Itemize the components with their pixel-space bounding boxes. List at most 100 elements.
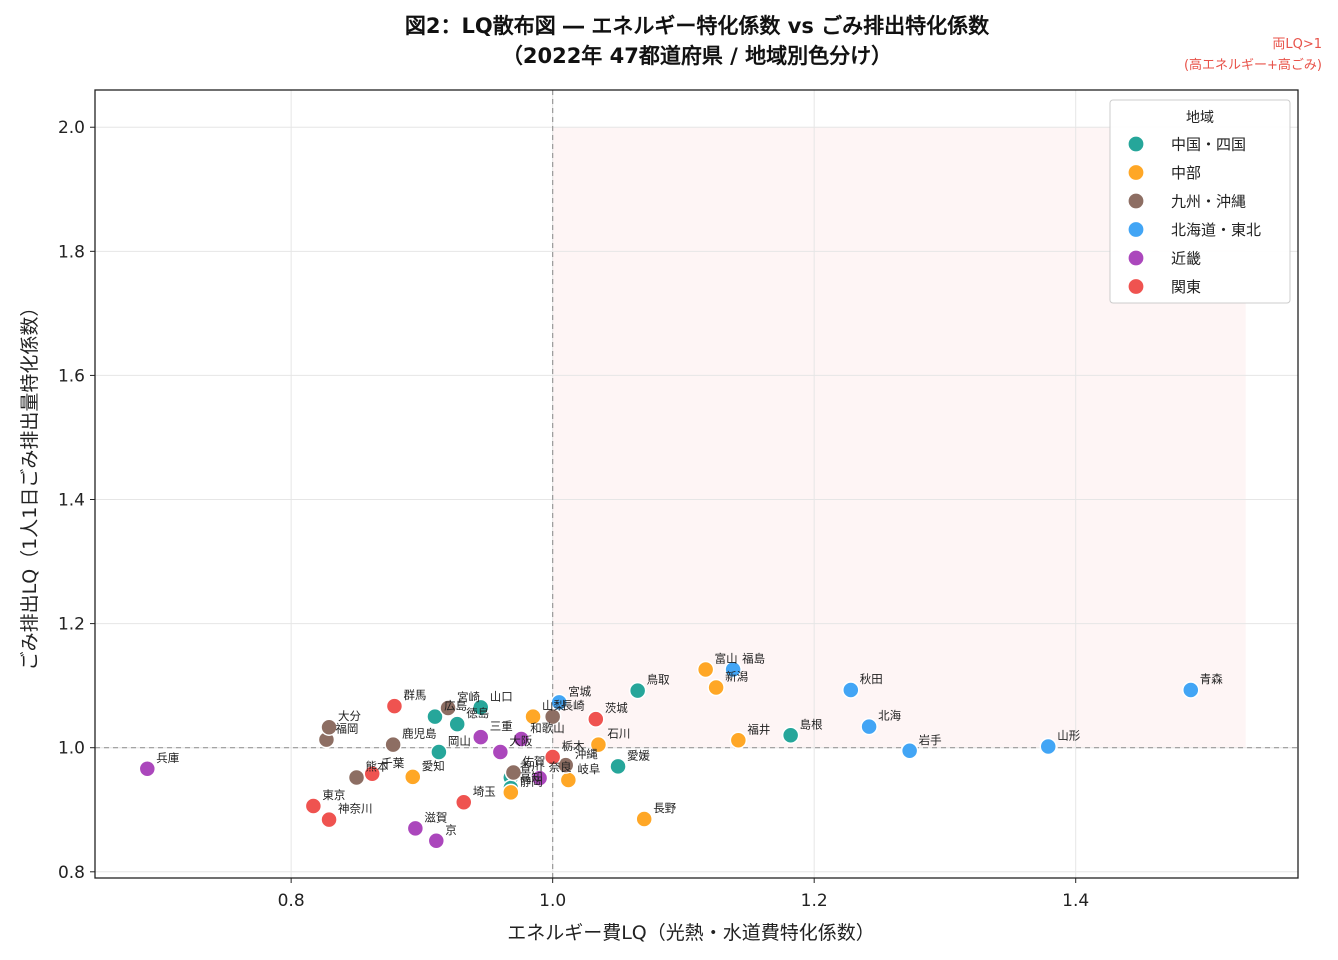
point-label: 静岡	[520, 774, 543, 788]
legend-label: 九州・沖縄	[1171, 193, 1246, 211]
data-point	[587, 710, 605, 728]
data-points	[138, 660, 1200, 850]
point-label: 広島	[444, 699, 467, 713]
point-label: 兵庫	[156, 751, 179, 765]
data-point	[385, 697, 404, 715]
data-point	[491, 743, 510, 761]
highlight-note-line1: 両LQ>1	[1272, 37, 1322, 52]
point-label: 愛知	[422, 759, 445, 773]
data-point	[138, 760, 157, 778]
chart-title: 図2：LQ散布図 ― エネルギー特化係数 vs ごみ排出特化係数	[405, 14, 990, 38]
point-label: 埼玉	[473, 784, 496, 798]
legend-label: 北海道・東北	[1171, 221, 1261, 239]
y-axis-label: ごみ排出LQ（1人1日ごみ排出量特化係数）	[19, 298, 41, 671]
point-label: 富山	[715, 652, 738, 666]
y-tick-label: 1.8	[58, 242, 85, 262]
data-point	[524, 707, 542, 726]
point-label: 茨城	[605, 701, 628, 715]
point-label: 栃木	[562, 739, 585, 753]
y-tick-label: 1.0	[58, 739, 85, 759]
point-label: 新潟	[725, 670, 748, 684]
point-label: 滋賀	[424, 810, 447, 824]
data-point	[502, 783, 520, 802]
x-tick-label: 1.4	[1062, 891, 1089, 911]
data-point	[696, 660, 715, 679]
data-point	[842, 681, 860, 699]
y-tick-label: 2.0	[58, 118, 85, 138]
data-point	[543, 707, 562, 726]
y-tick-label: 0.8	[58, 863, 85, 883]
data-point	[729, 731, 748, 750]
point-label: 和歌山	[530, 721, 565, 735]
data-point	[556, 756, 575, 774]
data-point	[512, 730, 531, 748]
data-point	[589, 735, 608, 754]
point-label: 福岡	[335, 722, 358, 736]
axis-ticks: 0.8 1.0 1.2 1.4 0.8 1.0 1.2 1.4 1.6 1.8 2.0	[58, 118, 1089, 911]
point-label: 山梨	[542, 699, 565, 713]
point-label: 群馬	[403, 688, 426, 702]
x-tick-label: 1.0	[539, 891, 566, 911]
data-point	[439, 699, 457, 717]
legend-marker	[1127, 192, 1145, 210]
point-label: 岡山	[448, 734, 471, 748]
chart-subtitle: （2022年 47都道府県 / 地域別色分け）	[502, 44, 892, 68]
legend-marker	[1127, 220, 1145, 239]
data-point	[448, 715, 466, 733]
point-label: 大阪	[509, 734, 532, 748]
point-label: 岐阜	[577, 762, 600, 776]
data-point	[406, 819, 425, 838]
point-label: 愛媛	[627, 748, 650, 762]
point-label: 鳥取	[647, 673, 670, 687]
data-point	[1182, 681, 1200, 699]
point-label: 三重	[490, 719, 513, 733]
point-label: 香川	[520, 759, 543, 773]
point-label: 千葉	[381, 756, 404, 770]
point-label: 鹿児島	[402, 727, 437, 741]
point-label: 東京	[322, 788, 345, 802]
data-point	[426, 707, 444, 726]
data-point	[320, 810, 338, 829]
legend-label: 近畿	[1171, 250, 1201, 268]
point-label: 大分	[338, 709, 361, 723]
data-point	[427, 832, 446, 850]
legend-label: 関東	[1171, 278, 1201, 296]
point-label: 徳島	[466, 706, 489, 720]
point-label: 島根	[800, 717, 823, 731]
data-point	[1039, 737, 1057, 756]
data-point	[860, 717, 878, 736]
point-label: 石川	[607, 727, 630, 741]
data-point	[724, 660, 742, 679]
point-label: 佐賀	[522, 755, 545, 769]
data-point	[304, 797, 323, 815]
point-label: 福島	[742, 652, 765, 666]
legend-marker	[1127, 163, 1145, 182]
point-label: 神奈川	[338, 802, 373, 816]
data-point	[543, 748, 562, 766]
data-point	[707, 678, 725, 697]
data-point	[403, 768, 422, 786]
data-point	[384, 735, 402, 754]
data-point	[320, 718, 338, 736]
point-label: 熊本	[366, 759, 389, 773]
data-point	[347, 768, 366, 787]
data-point	[609, 757, 627, 776]
point-label: 秋田	[860, 672, 883, 686]
x-axis-label: エネルギー費LQ（光熱・水道費特化係数）	[507, 922, 875, 944]
point-label: 岩手	[919, 733, 942, 747]
point-label: 宮城	[568, 684, 591, 698]
data-point	[900, 742, 919, 760]
data-point	[504, 763, 523, 782]
legend-marker	[1127, 249, 1145, 267]
point-label: 高知	[520, 770, 543, 784]
x-tick-label: 0.8	[278, 891, 305, 911]
data-point	[559, 771, 578, 789]
data-point	[471, 698, 490, 717]
x-tick-label: 1.2	[801, 891, 828, 911]
point-label: 沖縄	[575, 747, 598, 761]
data-point	[471, 728, 490, 746]
plot-frame	[94, 89, 1299, 879]
data-point	[363, 765, 381, 783]
